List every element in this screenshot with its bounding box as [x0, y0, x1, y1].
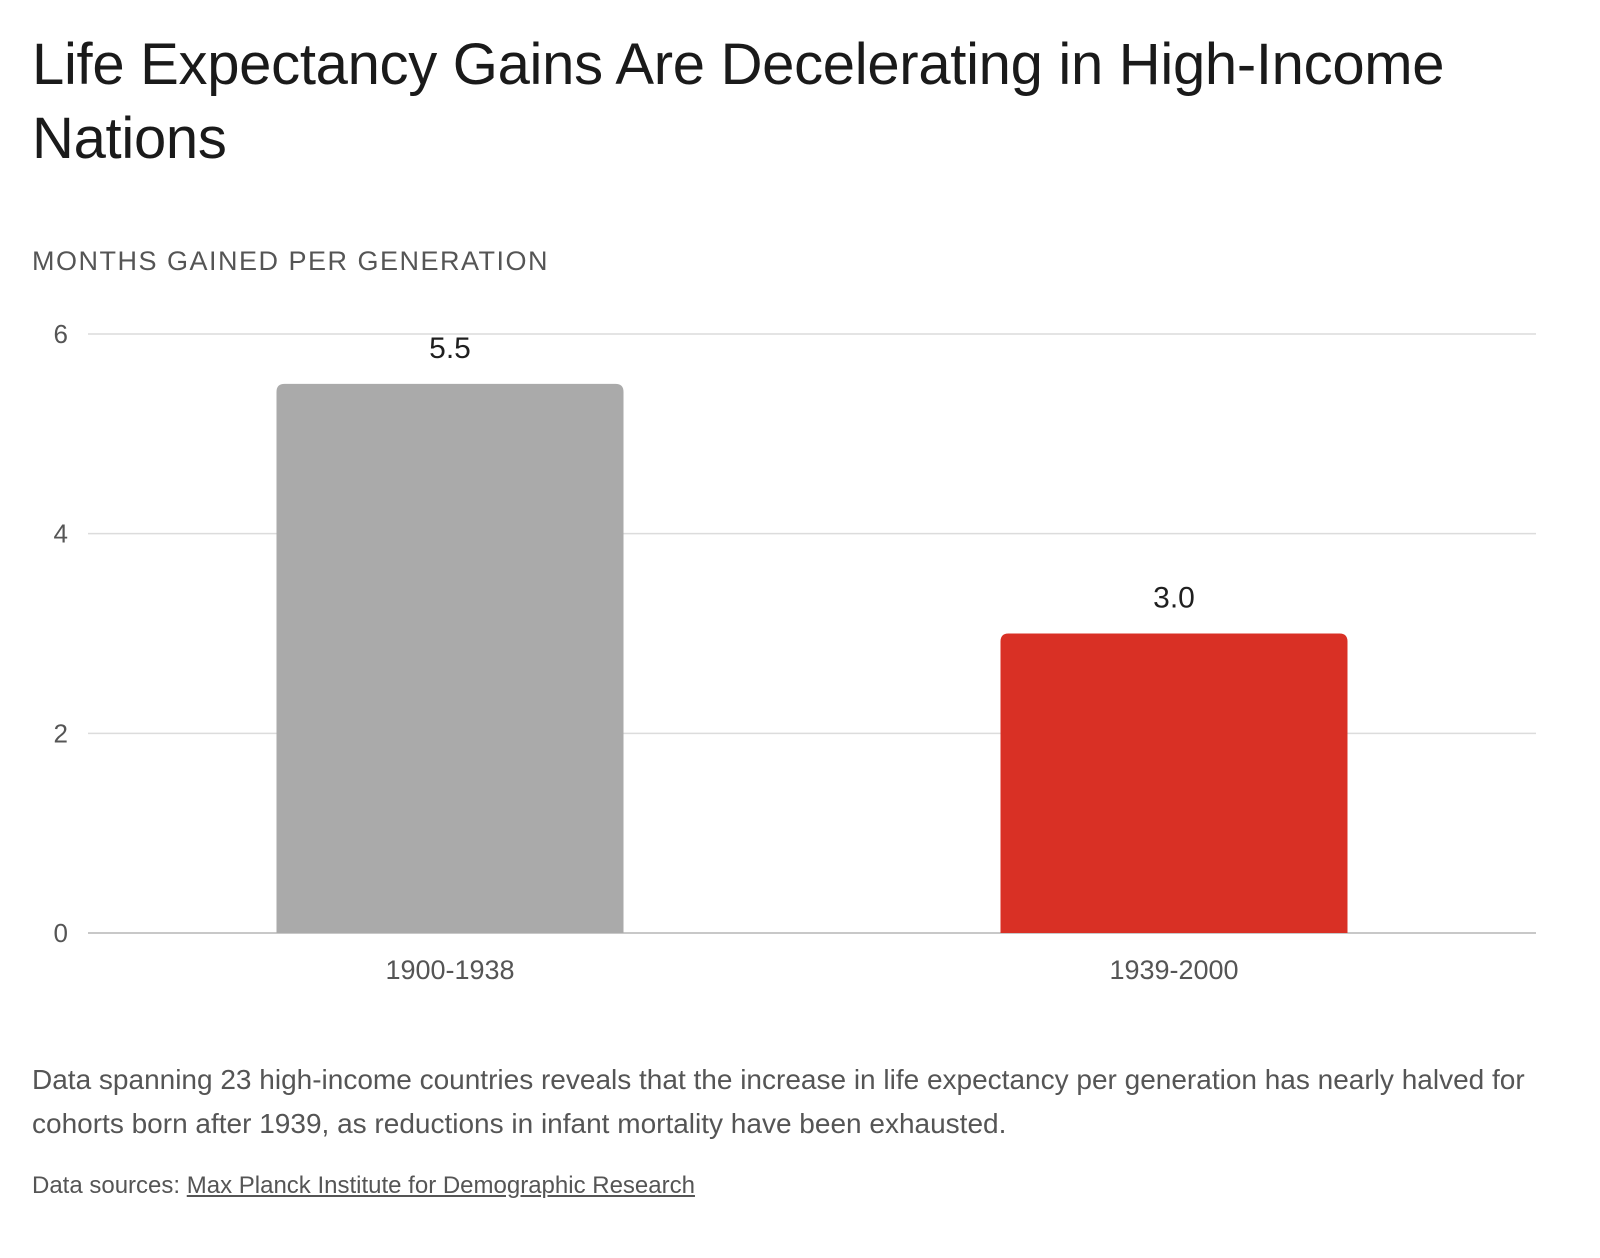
y-axis-title: MONTHS GAINED PER GENERATION: [32, 246, 550, 276]
data-label-1900-1938: 5.5: [429, 332, 471, 365]
x-category-label-1939-2000: 1939-2000: [1109, 955, 1238, 985]
sources-label: Data sources:: [32, 1172, 181, 1199]
bar-chart: 0 2 4 6 5.5 3.0 1900-1938 1939-2000: [54, 319, 1536, 985]
data-label-1939-2000: 3.0: [1153, 582, 1195, 615]
data-sources: Data sources: Max Planck Institute for D…: [32, 1170, 695, 1202]
y-tick-label-0: 0: [54, 918, 68, 948]
bars: [276, 383, 1348, 934]
x-axis-categories: 1900-1938 1939-2000: [385, 955, 1238, 985]
y-tick-label-4: 4: [54, 519, 68, 549]
y-tick-label-6: 6: [54, 319, 68, 349]
y-axis-ticks: 0 2 4 6: [54, 319, 68, 948]
y-tick-label-2: 2: [54, 718, 68, 748]
bar-1939-2000: [1000, 633, 1348, 933]
bar-1900-1938: [276, 383, 624, 934]
chart-description: Data spanning 23 high-income countries r…: [32, 1064, 1525, 1139]
x-category-label-1900-1938: 1900-1938: [385, 955, 514, 985]
sources-link[interactable]: Max Planck Institute for Demographic Res…: [186, 1172, 695, 1199]
data-labels: 5.5 3.0: [429, 332, 1195, 615]
chart-title: Life Expectancy Gains Are Decelerating i…: [32, 32, 1445, 171]
